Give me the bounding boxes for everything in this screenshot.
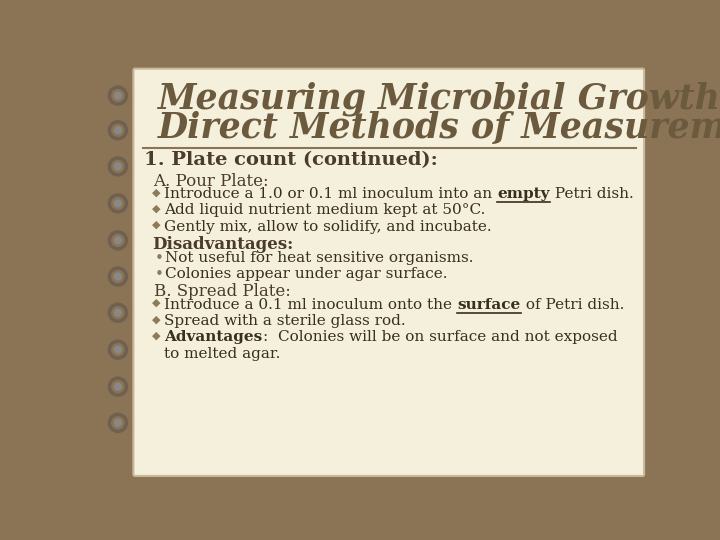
Text: Introduce a 1.0 or 0.1 ml inoculum into an: Introduce a 1.0 or 0.1 ml inoculum into … bbox=[164, 187, 498, 201]
Text: ◆: ◆ bbox=[152, 314, 161, 325]
Text: :  Colonies will be on surface and not exposed: : Colonies will be on surface and not ex… bbox=[263, 330, 617, 345]
Text: 1. Plate count (continued):: 1. Plate count (continued): bbox=[144, 151, 438, 169]
Text: •: • bbox=[154, 251, 163, 266]
Text: Direct Methods of Measurement: Direct Methods of Measurement bbox=[158, 111, 720, 145]
Circle shape bbox=[114, 92, 122, 99]
Text: ◆: ◆ bbox=[152, 220, 161, 229]
Text: Add liquid nutrient medium kept at 50°C.: Add liquid nutrient medium kept at 50°C. bbox=[164, 204, 486, 218]
Circle shape bbox=[114, 200, 122, 207]
Text: ◆: ◆ bbox=[152, 204, 161, 213]
Text: Advantages: Advantages bbox=[164, 330, 263, 345]
Text: ◆: ◆ bbox=[152, 298, 161, 308]
Text: Colonies appear under agar surface.: Colonies appear under agar surface. bbox=[165, 267, 448, 281]
Text: Spread with a sterile glass rod.: Spread with a sterile glass rod. bbox=[164, 314, 406, 328]
Text: to melted agar.: to melted agar. bbox=[164, 347, 281, 361]
Circle shape bbox=[114, 237, 122, 244]
Text: Not useful for heat sensitive organisms.: Not useful for heat sensitive organisms. bbox=[165, 251, 474, 265]
Text: B. Spread Plate:: B. Spread Plate: bbox=[153, 283, 290, 300]
FancyBboxPatch shape bbox=[133, 69, 644, 476]
Circle shape bbox=[114, 273, 122, 280]
Circle shape bbox=[114, 383, 122, 390]
Circle shape bbox=[114, 309, 122, 316]
Text: •: • bbox=[154, 267, 163, 281]
Text: Measuring Microbial Growth: Measuring Microbial Growth bbox=[158, 82, 720, 116]
Circle shape bbox=[114, 127, 122, 134]
Circle shape bbox=[114, 420, 122, 426]
Text: A. Pour Plate:: A. Pour Plate: bbox=[153, 173, 269, 190]
Text: Introduce a 0.1 ml inoculum onto the: Introduce a 0.1 ml inoculum onto the bbox=[164, 298, 457, 312]
Text: ◆: ◆ bbox=[152, 330, 161, 340]
Text: surface: surface bbox=[457, 298, 521, 312]
Text: Petri dish.: Petri dish. bbox=[550, 187, 634, 201]
Text: ◆: ◆ bbox=[152, 187, 161, 197]
Text: of Petri dish.: of Petri dish. bbox=[521, 298, 624, 312]
Text: empty: empty bbox=[498, 187, 550, 201]
Text: Disadvantages:: Disadvantages: bbox=[152, 236, 293, 253]
Circle shape bbox=[114, 163, 122, 170]
Circle shape bbox=[114, 346, 122, 353]
Text: Gently mix, allow to solidify, and incubate.: Gently mix, allow to solidify, and incub… bbox=[164, 220, 492, 234]
